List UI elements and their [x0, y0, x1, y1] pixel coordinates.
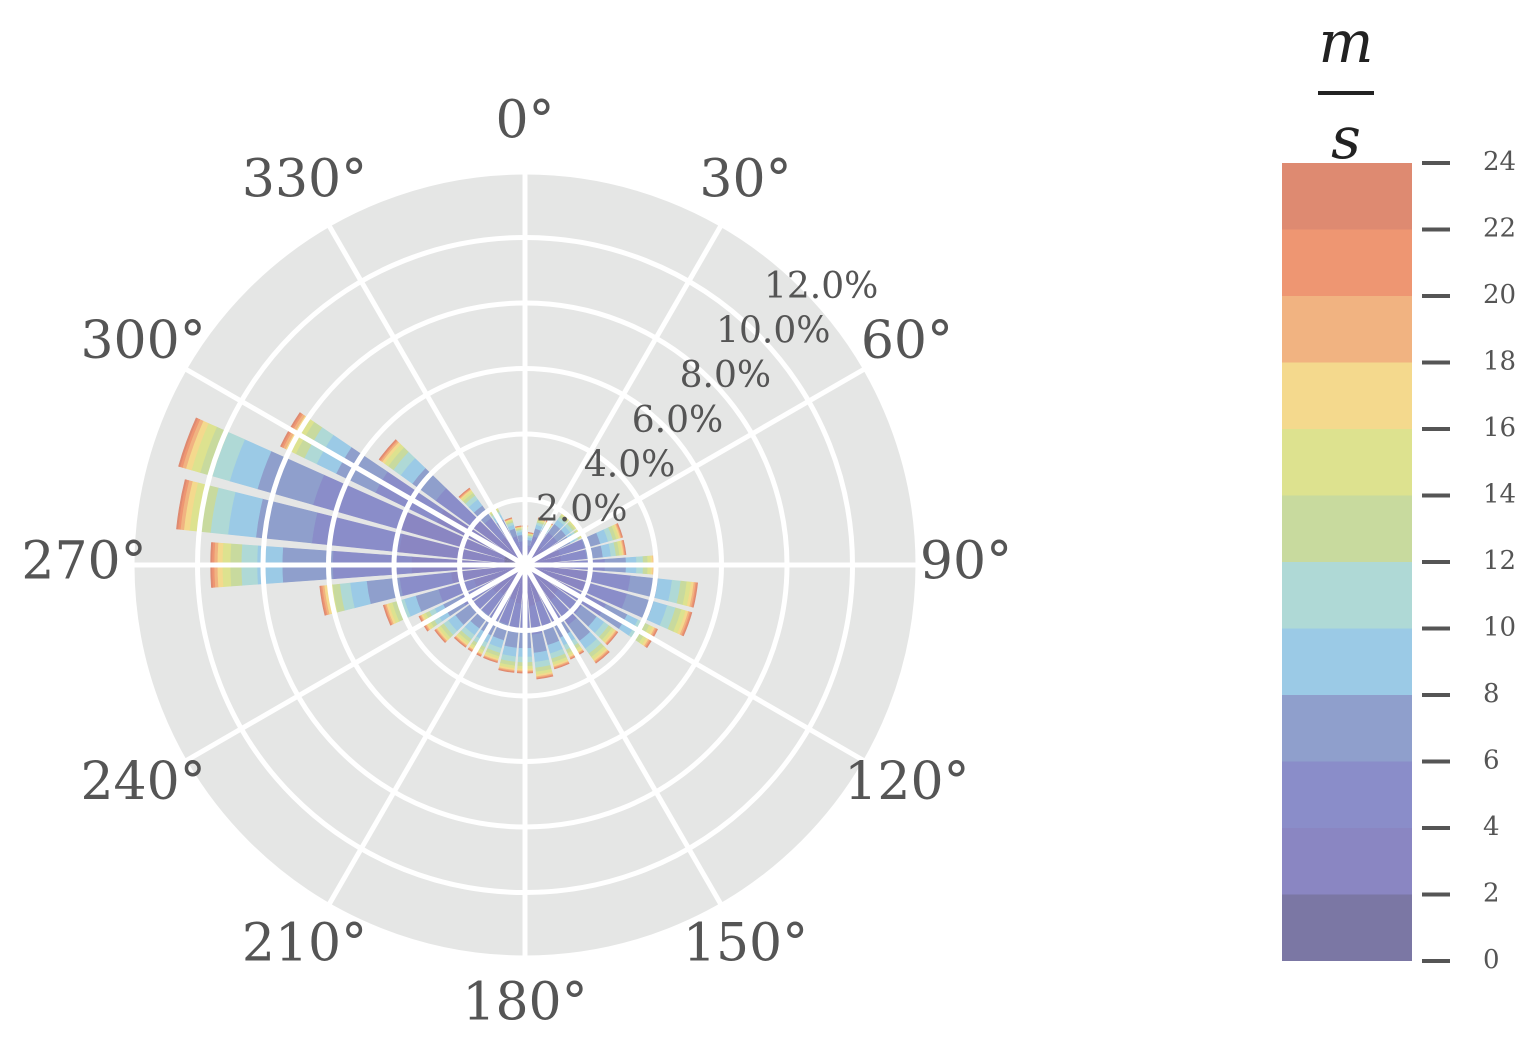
colorbar-tick-label: 10 — [1483, 613, 1516, 643]
bar-10-speed-bin-11 — [528, 532, 534, 534]
angular-tick-label: 210° — [242, 913, 367, 973]
grid-spoke-30 — [522, 223, 724, 567]
bar-190-speed-bin-11 — [498, 669, 515, 673]
bar-140-speed-bin-11 — [595, 651, 610, 664]
bar-160-speed-bin-11 — [554, 662, 570, 670]
colorbar-segment-6-8 — [1282, 695, 1412, 762]
radial-tick-labels: 2.0%4.0%6.0%8.0%10.0%12.0% — [536, 266, 878, 530]
bar-240-speed-bin-11 — [418, 615, 429, 632]
colorbar-tick-label: 22 — [1483, 214, 1516, 244]
bar-350-speed-bin-11 — [515, 525, 522, 528]
colorbar-segment-14-16 — [1282, 429, 1412, 496]
radial-tick-label: 4.0% — [584, 444, 675, 485]
colorbar-tick-label: 18 — [1483, 347, 1516, 377]
angular-tick-label: 0° — [495, 91, 554, 151]
colorbar-tick-label: 6 — [1483, 746, 1500, 776]
bar-300-speed-bin-11 — [280, 412, 302, 448]
bar-250-speed-bin-11 — [382, 604, 392, 626]
bar-100-speed-bin-11 — [692, 582, 698, 608]
colorbar-tick-label: 14 — [1483, 480, 1516, 510]
grid-spoke-210 — [326, 563, 528, 907]
angular-tick-label: 180° — [462, 973, 587, 1033]
bar-320-speed-bin-11 — [458, 487, 470, 498]
colorbar-segment-22-24 — [1282, 163, 1412, 230]
colorbar-segment-2-4 — [1282, 828, 1412, 895]
grid-spoke-150 — [522, 563, 724, 907]
bar-70-speed-bin-11 — [616, 523, 624, 538]
bar-80-speed-bin-11 — [622, 539, 627, 555]
bar-260-speed-bin-11 — [319, 585, 327, 616]
colorbar-title-denominator: s — [1331, 104, 1361, 172]
angular-tick-labels: 0° 30° 60° 90° 120° 150° 180° 210° 240° 270° 300° 3… — [21, 91, 1012, 1033]
bar-290-speed-bin-11 — [178, 417, 198, 468]
bar-220-speed-bin-11 — [453, 637, 467, 648]
colorbar-tick-label: 2 — [1483, 879, 1500, 909]
angular-tick-label: 150° — [683, 913, 808, 973]
bar-310-speed-bin-11 — [378, 439, 397, 461]
grid-spoke-330 — [326, 223, 528, 567]
colorbar-tick-label: 16 — [1483, 413, 1516, 443]
radial-tick-label: 12.0% — [764, 266, 878, 307]
colorbar-segment-18-20 — [1282, 296, 1412, 363]
grid-spoke-300 — [183, 366, 527, 568]
angular-tick-label: 60° — [861, 311, 953, 371]
angular-tick-label: 30° — [699, 150, 791, 210]
colorbar-tick-label: 12 — [1483, 546, 1516, 576]
colorbar-tick-label: 4 — [1483, 812, 1500, 842]
colorbar-segment-16-18 — [1282, 362, 1412, 429]
angular-tick-label: 90° — [920, 532, 1012, 592]
angular-tick-label: 270° — [21, 532, 146, 592]
polar-axes: 2.0%4.0%6.0%8.0%10.0%12.0% 0° 30° 60° 90° 12… — [21, 91, 1012, 1033]
colorbar-segment-12-14 — [1282, 495, 1412, 562]
grid-lines — [129, 169, 921, 961]
colorbar-tick-label: 20 — [1483, 280, 1516, 310]
bar-170-speed-bin-11 — [536, 675, 554, 680]
bar-340-speed-bin-11 — [504, 517, 512, 521]
radial-tick-label: 8.0% — [680, 355, 771, 396]
angular-tick-label: 300° — [80, 311, 205, 371]
radial-tick-label: 10.0% — [716, 310, 830, 351]
bar-280-speed-bin-11 — [176, 479, 187, 530]
grid-spoke-120 — [523, 562, 867, 764]
colorbar-segments — [1282, 163, 1412, 961]
bar-230-speed-bin-11 — [434, 629, 446, 643]
colorbar-title-numerator: m — [1319, 8, 1374, 76]
bar-200-speed-bin-11 — [483, 656, 498, 664]
colorbar-tick-label: 24 — [1483, 147, 1516, 177]
bar-130-speed-bin-11 — [606, 631, 619, 646]
colorbar-tick-label: 8 — [1483, 679, 1500, 709]
radial-tick-label: 2.0% — [536, 489, 627, 530]
bar-20-speed-bin-11 — [538, 517, 546, 521]
colorbar-segment-8-10 — [1282, 628, 1412, 695]
grid-spoke-60 — [523, 366, 867, 568]
angular-tick-label: 240° — [80, 752, 205, 812]
grid-spoke-240 — [183, 562, 527, 764]
colorbar-segment-4-6 — [1282, 761, 1412, 828]
colorbar-tick-label: 0 — [1483, 945, 1500, 975]
bar-110-speed-bin-11 — [682, 611, 693, 637]
colorbar-segment-0-2 — [1282, 894, 1412, 961]
colorbar-segment-10-12 — [1282, 562, 1412, 629]
angular-tick-label: 330° — [242, 150, 367, 210]
angular-tick-label: 120° — [844, 752, 969, 812]
radial-tick-label: 6.0% — [632, 400, 723, 441]
bar-120-speed-bin-11 — [646, 628, 658, 649]
colorbar-segment-20-22 — [1282, 229, 1412, 296]
